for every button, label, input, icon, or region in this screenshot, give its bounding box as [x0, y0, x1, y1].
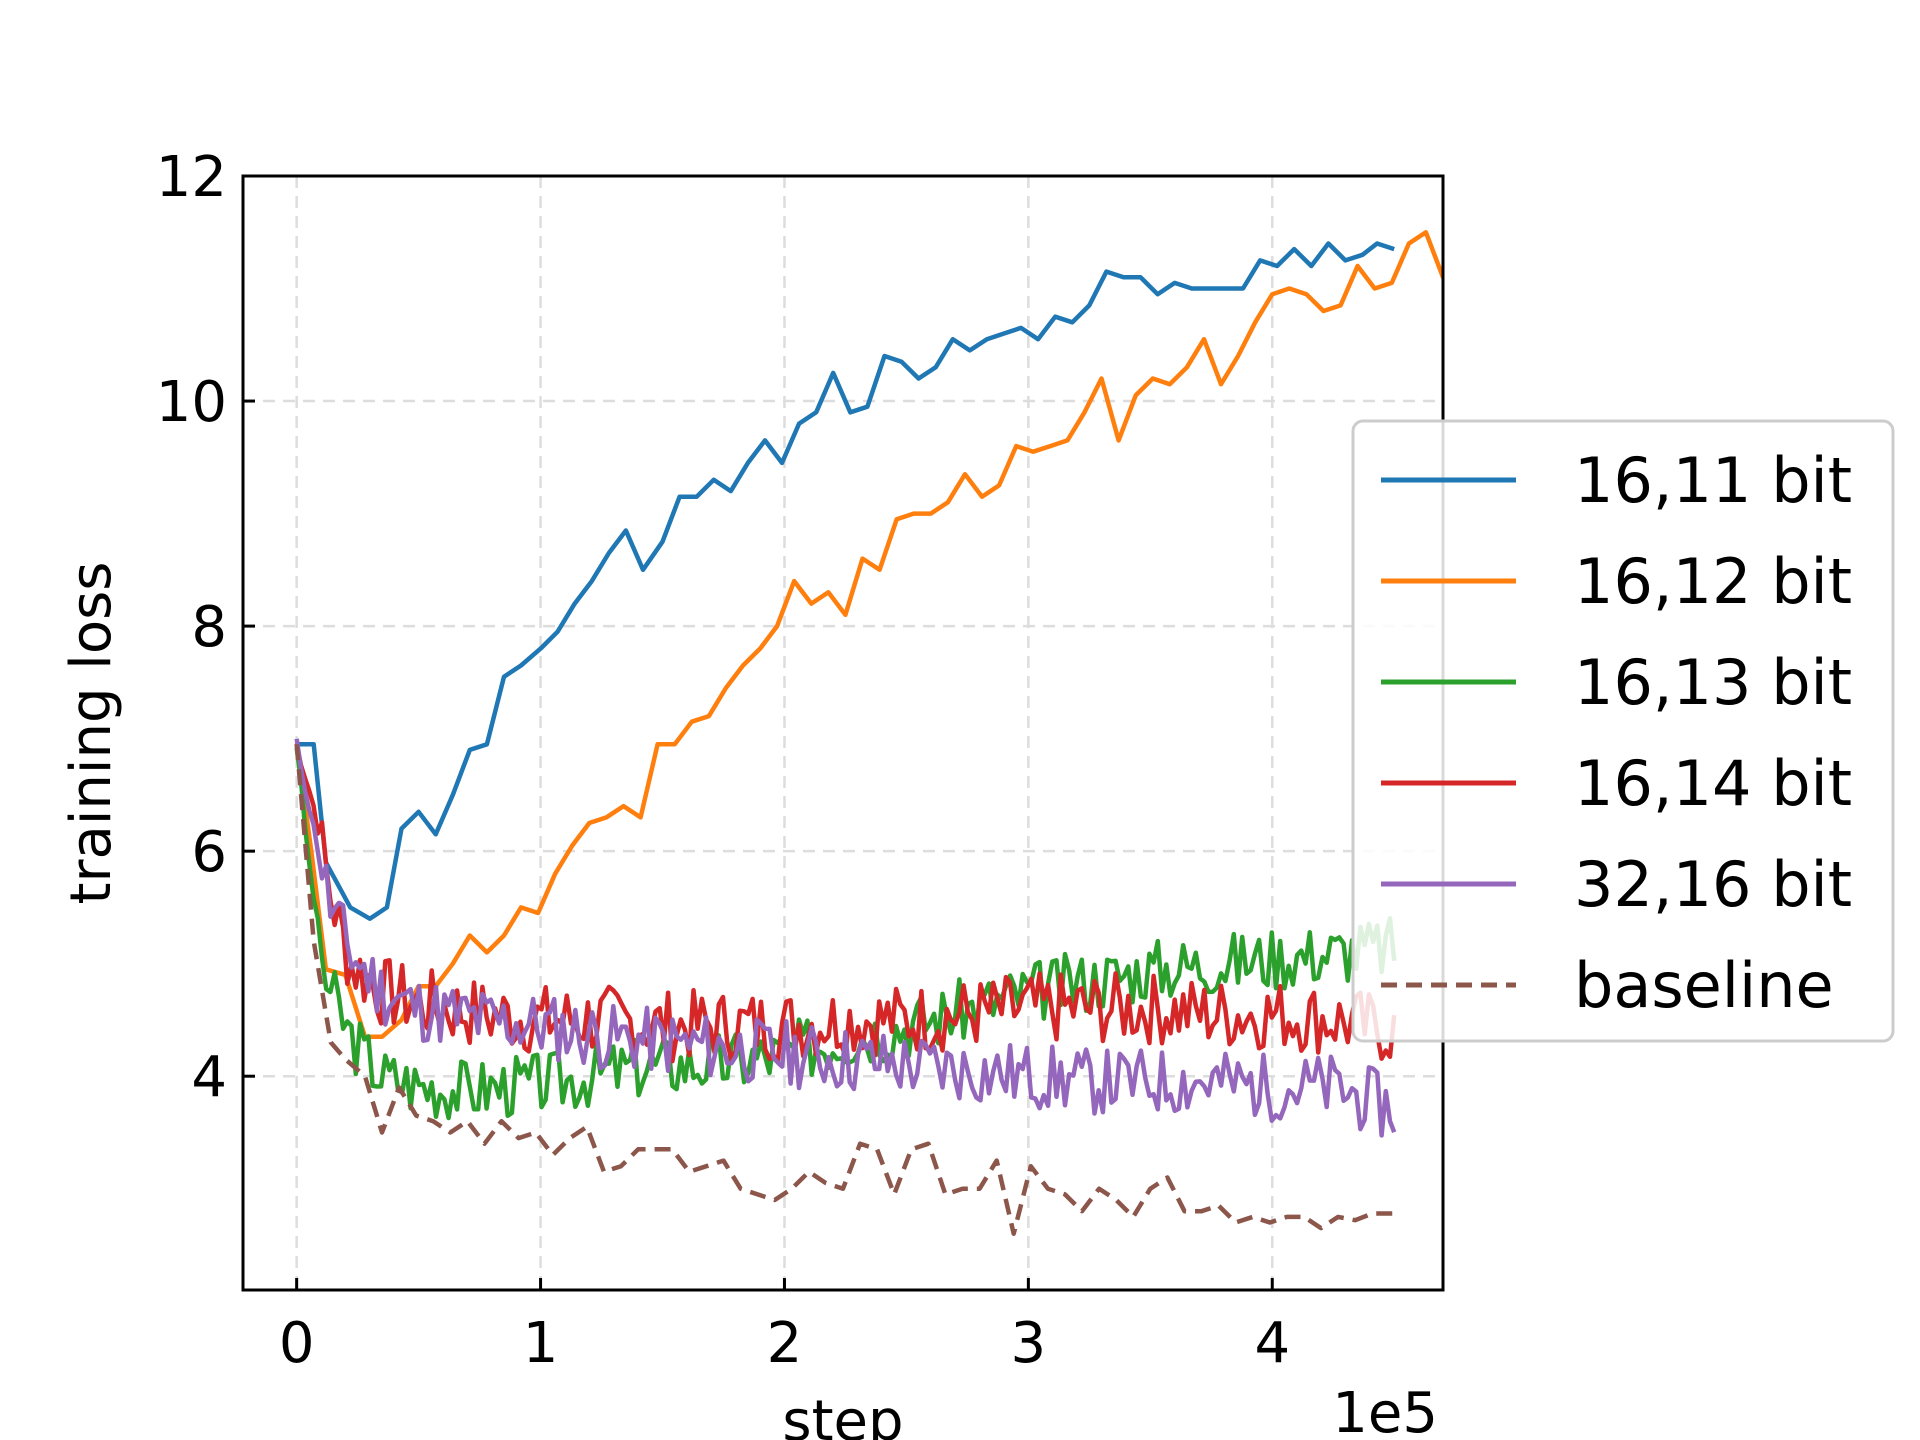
legend-label-4: 32,16 bit — [1574, 848, 1852, 921]
y-axis-label: training loss — [59, 562, 124, 905]
y-tick-label-4: 12 — [156, 145, 227, 210]
grid — [243, 174, 1443, 1290]
series-line-0 — [296, 241, 1395, 921]
legend-label-0: 16,11 bit — [1574, 444, 1852, 517]
legend-label-2: 16,13 bit — [1574, 646, 1852, 719]
series-group — [294, 230, 1443, 1236]
series-line-2 — [294, 747, 1397, 1121]
series-line-5 — [294, 744, 1395, 1236]
series-line-1 — [294, 230, 1443, 1040]
y-tick-label-1: 6 — [191, 820, 227, 885]
x-tick-label-0: 0 — [279, 1311, 315, 1376]
y-tick-label-2: 8 — [191, 595, 227, 660]
series-line-4 — [294, 738, 1397, 1138]
series-line-3 — [294, 742, 1397, 1064]
x-tick-label-1: 1 — [523, 1311, 559, 1376]
legend-label-3: 16,14 bit — [1574, 747, 1852, 820]
y-tick-label-3: 10 — [156, 370, 227, 435]
plot-frame — [241, 174, 1445, 1292]
legend-label-1: 16,12 bit — [1574, 545, 1852, 618]
x-tick-label-3: 3 — [1011, 1311, 1047, 1376]
legend-label-5: baseline — [1574, 949, 1834, 1022]
x-axis-label: step — [782, 1389, 903, 1440]
legend: 16,11 bit 16,12 bit 16,13 bit 16,14 bit 32,1… — [1351, 419, 1895, 1043]
y-tick-label-0: 4 — [191, 1045, 227, 1110]
x-tick-label-4: 4 — [1254, 1311, 1290, 1376]
x-offset-label: 1e5 — [1332, 1381, 1438, 1440]
x-tick-label-2: 2 — [767, 1311, 803, 1376]
